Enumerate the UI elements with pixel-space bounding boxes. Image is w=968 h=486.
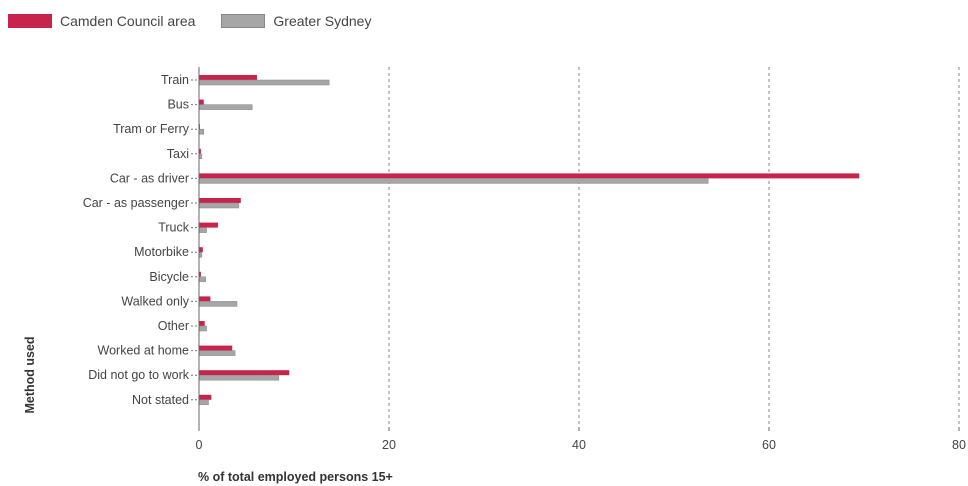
x-tick-label-0: 0 [196,438,203,452]
legend-item-camden: Camden Council area [8,13,195,29]
x-tick-label-40: 40 [572,438,586,452]
bar-camden-worked-at-home [199,345,233,351]
legend: Camden Council area Greater Sydney [8,10,397,32]
legend-label-camden: Camden Council area [60,13,196,29]
bar-camden-other [199,321,205,326]
bar-greater-sydney-other [198,325,207,332]
bar-camden-bus [199,99,204,105]
axes [191,67,960,431]
y-tick-labels: Train Bus Tram or Ferry Taxi Car - as driver… [83,73,190,407]
y-tick-label-other: Other [158,319,189,333]
y-tick-label-train: Train [161,73,189,87]
y-tick-label-worked-at-home: Worked at home [98,344,190,358]
bar-greater-sydney-not-stated [198,399,209,406]
x-tick-label-80: 80 [952,438,966,452]
x-tick-label-20: 20 [382,438,396,452]
y-tick-label-tram-or-ferry: Tram or Ferry [113,122,190,136]
bar-camden-walked-only [199,296,211,302]
bar-greater-sydney-tram-or-ferry [198,128,204,135]
y-tick-label-taxi: Taxi [167,147,189,161]
bar-camden-car-as-driver [199,173,860,179]
y-tick-label-did-not-go-to-work: Did not go to work [88,368,189,382]
bar-camden-bicycle [199,271,201,277]
x-tick-label-60: 60 [762,438,776,452]
y-tick-label-not-stated: Not stated [132,393,189,407]
y-tick-label-bus: Bus [167,98,189,112]
bar-greater-sydney-car-as-driver [198,178,709,184]
y-tick-label-bicycle: Bicycle [149,270,189,284]
bar-camden-did-not-go-to-work [199,370,290,376]
bar-camden-motorbike [199,247,203,253]
x-axis-title: % of total employed persons 15+ [198,470,393,484]
bar-camden-train [199,75,257,80]
y-tick-label-car-as-driver: Car - as driver [110,171,189,185]
bar-greater-sydney-car-as-passenger [198,202,240,209]
y-axis-title: Method used [23,336,37,413]
legend-swatch-camden [8,14,52,28]
legend-item-greater-sydney: Greater Sydney [221,13,371,29]
bar-greater-sydney-train [198,79,330,86]
bar-camden-car-as-passenger [199,198,241,203]
legend-swatch-greater-sydney [221,14,266,28]
y-tick-label-motorbike: Motorbike [134,245,189,259]
bar-camden-truck [199,222,218,228]
bar-greater-sydney-did-not-go-to-work [198,374,280,381]
y-tick-label-walked-only: Walked only [121,294,189,308]
bar-camden-taxi [199,148,201,154]
legend-label-greater-sydney: Greater Sydney [273,13,372,29]
y-tick-label-truck: Truck [158,221,190,235]
bar-greater-sydney-bus [198,104,253,110]
bar-greater-sydney-bicycle [198,276,206,283]
bar-greater-sydney-truck [198,227,207,233]
x-tick-labels: 0 20 40 60 80 [196,438,966,452]
bar-greater-sydney-worked-at-home [198,350,236,356]
bar-greater-sydney-walked-only [198,301,238,307]
grid-lines [388,67,960,427]
y-tick-label-car-as-passenger: Car - as passenger [83,196,189,210]
bars [198,75,860,406]
bar-camden-not-stated [199,394,212,400]
